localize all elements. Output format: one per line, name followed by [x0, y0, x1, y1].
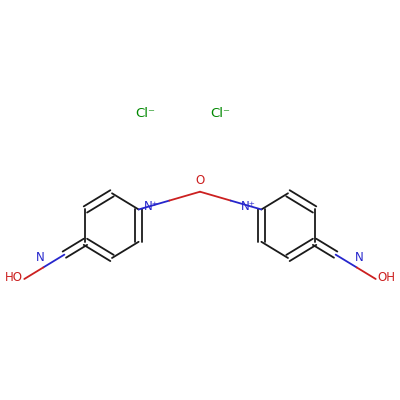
Text: O: O — [195, 174, 205, 187]
Text: Cl⁻: Cl⁻ — [136, 107, 156, 120]
Text: HO: HO — [4, 271, 22, 284]
Text: N: N — [355, 250, 364, 264]
Text: N⁺: N⁺ — [241, 200, 256, 213]
Text: N: N — [36, 250, 45, 264]
Text: OH: OH — [378, 271, 396, 284]
Text: Cl⁻: Cl⁻ — [210, 107, 230, 120]
Text: N⁺: N⁺ — [144, 200, 159, 213]
